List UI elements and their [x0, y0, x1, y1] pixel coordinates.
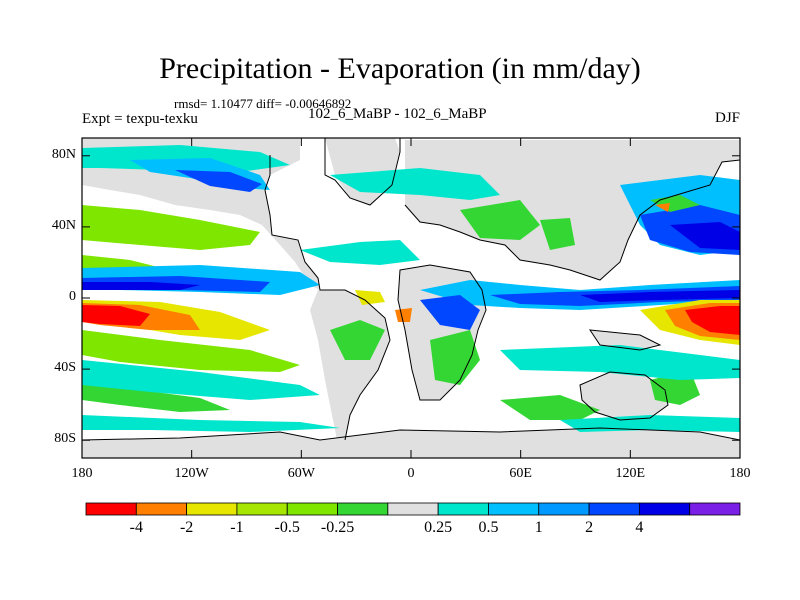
colorbar-label: 2 [585, 519, 594, 536]
colorbar-label: 1 [534, 519, 543, 536]
land-australia [580, 372, 668, 420]
experiment-label: Expt = texpu-texku [82, 111, 198, 127]
lat-tick-label: 80N [51, 146, 76, 162]
lon-tick-label: 60W [287, 466, 315, 481]
colorbar-swatch [538, 502, 590, 516]
lon-tick-label: 180 [729, 466, 751, 481]
southern-hemisphere-bands [82, 345, 740, 432]
colorbar-label: -1 [230, 519, 244, 536]
colorbar-swatch [437, 502, 489, 516]
colorbar-swatch [286, 502, 338, 516]
land-antarctica [82, 428, 740, 458]
precip-evap-field [82, 138, 740, 458]
colorbar-swatch [588, 502, 640, 516]
colorbar-swatch [488, 502, 540, 516]
lon-tick-label: 120W [174, 466, 209, 481]
lat-tick-label: 40S [54, 360, 76, 376]
lat-tick-label: 0 [69, 289, 76, 304]
subtropical-dry-band [82, 300, 740, 345]
lat-tick-label: 80S [54, 431, 76, 447]
plot-title: Precipitation - Evaporation (in mm/day) [159, 52, 641, 85]
colorbar-swatch [85, 502, 137, 516]
lon-tick-label: 60E [509, 466, 532, 481]
colorbar-label: 0.5 [478, 519, 499, 536]
colorbar-label: 4 [635, 519, 644, 536]
lon-tick-label: 180 [71, 466, 93, 481]
colorbar-label: -2 [179, 519, 194, 536]
season-label: DJF [714, 110, 740, 126]
lon-tick-label: 0 [407, 466, 415, 481]
rmsd-diff-stats: rmsd= 1.10477 diff= -0.00646892 [174, 96, 352, 111]
colorbar-label: -0.25 [320, 519, 355, 536]
green-patches [82, 200, 700, 420]
lon-tick-label: 120E [615, 466, 646, 481]
colorbar-swatch [337, 502, 389, 516]
storm-tracks [82, 145, 740, 265]
colorbar-swatch [135, 502, 188, 516]
colorbar-swatch [638, 502, 691, 516]
axis-ticks [81, 138, 741, 458]
land-indonesia [590, 330, 660, 350]
colorbar-swatch [689, 502, 741, 516]
colorbar-swatch [387, 502, 439, 516]
case-label: 102_6_MaBP - 102_6_MaBP [308, 106, 487, 122]
lat-tick-label: 40N [51, 217, 76, 233]
colorbar-swatch [236, 502, 288, 516]
colorbar-label: -0.5 [274, 519, 300, 536]
coastlines [82, 138, 740, 441]
colorbar-label: 0.25 [424, 519, 453, 536]
colorbar-label: -4 [129, 519, 143, 536]
land-eurasia [405, 140, 740, 280]
colorbar-swatch [186, 502, 238, 516]
colorbar [85, 502, 741, 516]
itcz-wet-band [82, 265, 740, 330]
